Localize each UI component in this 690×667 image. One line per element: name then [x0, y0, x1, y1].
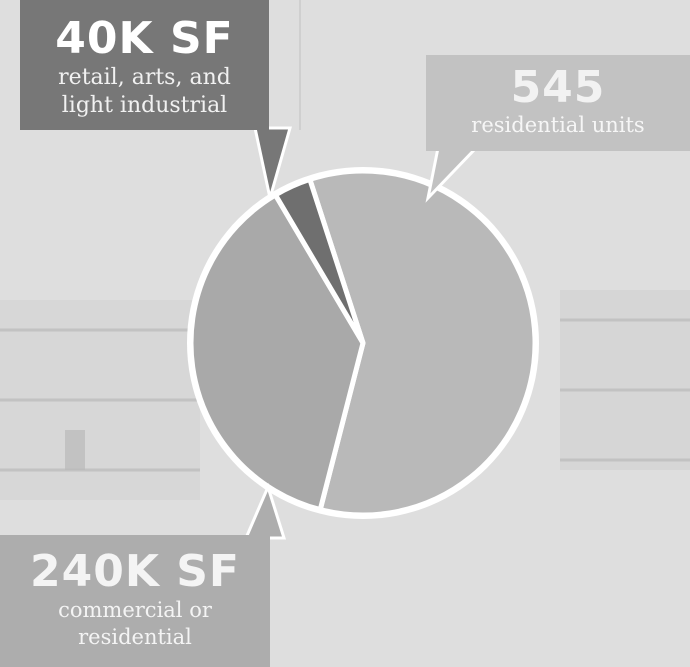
commercial-description-line-1: commercial or: [58, 598, 212, 622]
pie-slice-residential: [307, 168, 538, 518]
callout-residential: 545 residential units: [426, 55, 690, 151]
commercial-value-label: 240K SF: [29, 546, 240, 597]
residential-description-line-1: residential units: [471, 113, 645, 137]
pointer-residential: [425, 146, 480, 203]
pointer-retail: [253, 126, 292, 199]
commercial-description-line-2: residential: [78, 625, 192, 649]
retail-value-label: 40K SF: [55, 13, 234, 64]
retail-description-line-1: retail, arts, and: [58, 65, 231, 90]
retail-description-line-2: light industrial: [61, 93, 228, 118]
callout-commercial: 240K SF commercial or residential: [0, 535, 270, 667]
residential-value-label: 545: [510, 62, 606, 113]
callout-retail: 40K SF retail, arts, and light industria…: [20, 0, 269, 130]
pie-slice-retail: [272, 176, 366, 346]
